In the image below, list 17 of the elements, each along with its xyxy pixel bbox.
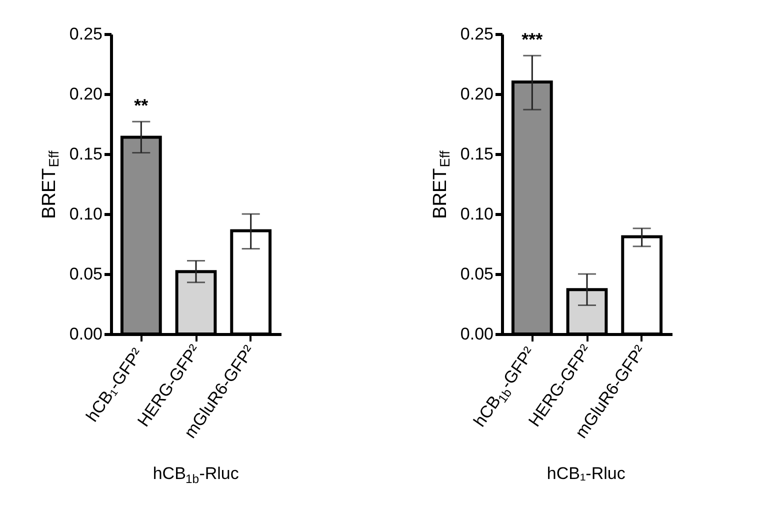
y-tick-label: 0.05 [460, 264, 494, 284]
y-axis-title: BRETEff [430, 150, 453, 219]
y-tick-label: 0.15 [460, 144, 494, 164]
annotation: *** [522, 30, 543, 50]
y-tick-label: 0.25 [460, 24, 494, 44]
y-tick-label: 0.05 [69, 264, 102, 284]
y-tick-label: 0.25 [69, 24, 102, 44]
x-axis-title: hCB₁-Rluc [546, 464, 626, 483]
annotation: ** [134, 96, 148, 116]
y-tick-label: 0.00 [460, 324, 494, 344]
y-tick-label: 0.15 [69, 144, 102, 164]
y-tick-label: 0.20 [460, 84, 494, 104]
y-tick-label: 0.20 [69, 84, 102, 104]
y-tick-label: 0.00 [69, 324, 102, 344]
y-tick-label: 0.10 [69, 204, 102, 224]
y-tick-label: 0.10 [460, 204, 494, 224]
y-axis-title: BRETEff [39, 150, 62, 219]
